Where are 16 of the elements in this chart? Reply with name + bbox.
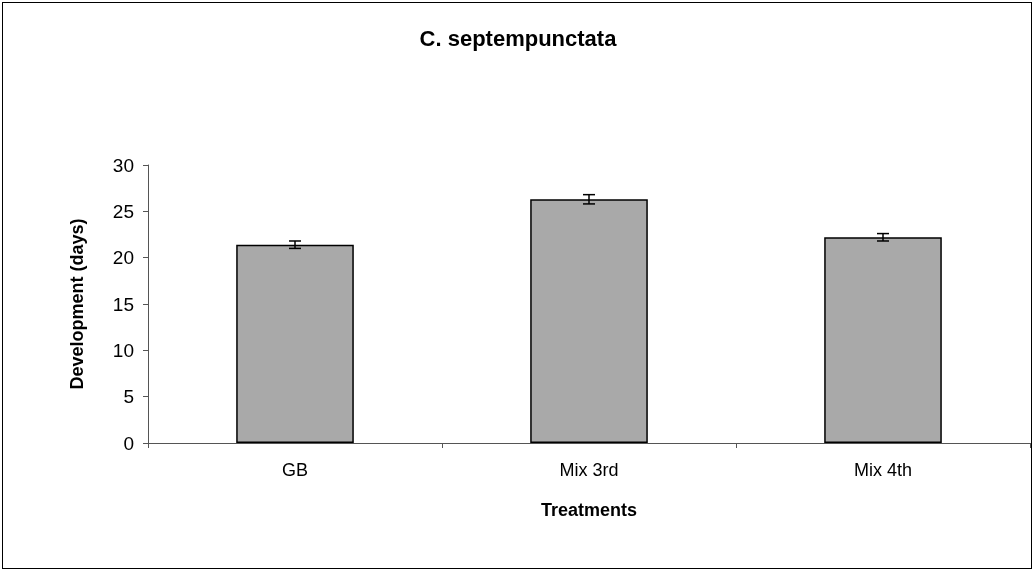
y-tick-label: 25 (112, 200, 134, 222)
x-tick-label: GB (281, 460, 309, 480)
y-tick-label: 30 (112, 154, 134, 176)
bar (530, 199, 648, 443)
x-tick-label: Mix 3rd (559, 460, 619, 480)
y-tick-label: 10 (112, 339, 134, 361)
x-axis-title: Treatments (540, 500, 638, 520)
x-tick-label: Mix 4th (853, 460, 913, 480)
bar (236, 244, 354, 443)
y-axis-title: Development (days) (67, 218, 87, 390)
y-tick-label: 20 (112, 247, 134, 269)
y-tick-label: 15 (112, 293, 134, 315)
y-tick-label: 5 (123, 386, 134, 408)
y-tick-label: 0 (123, 432, 134, 454)
chart-title: C. septempunctata (419, 25, 618, 51)
bar (824, 237, 942, 443)
